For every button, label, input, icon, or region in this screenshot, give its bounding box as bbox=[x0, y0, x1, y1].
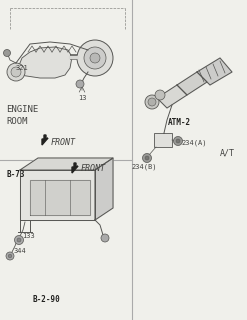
Text: 321: 321 bbox=[16, 65, 29, 71]
Polygon shape bbox=[177, 72, 207, 95]
Polygon shape bbox=[157, 85, 187, 108]
Text: ENGINE
ROOM: ENGINE ROOM bbox=[6, 105, 38, 126]
Circle shape bbox=[148, 98, 156, 106]
Polygon shape bbox=[18, 47, 72, 78]
Circle shape bbox=[84, 47, 106, 69]
Polygon shape bbox=[72, 163, 78, 173]
Circle shape bbox=[90, 53, 100, 63]
Text: 133: 133 bbox=[22, 233, 35, 239]
Circle shape bbox=[7, 63, 25, 81]
Text: FRONT: FRONT bbox=[51, 138, 76, 147]
Circle shape bbox=[145, 95, 159, 109]
Circle shape bbox=[3, 50, 11, 57]
Circle shape bbox=[155, 90, 165, 100]
Circle shape bbox=[17, 238, 21, 242]
Circle shape bbox=[77, 40, 113, 76]
Circle shape bbox=[176, 139, 180, 143]
Text: B-73: B-73 bbox=[6, 170, 24, 179]
Circle shape bbox=[11, 67, 21, 77]
Polygon shape bbox=[197, 58, 232, 85]
Polygon shape bbox=[20, 158, 113, 170]
Circle shape bbox=[101, 234, 109, 242]
Text: 234(B): 234(B) bbox=[131, 163, 157, 170]
Text: A/T: A/T bbox=[220, 148, 235, 157]
Polygon shape bbox=[30, 180, 90, 215]
Circle shape bbox=[15, 236, 23, 244]
Text: FRONT: FRONT bbox=[81, 164, 106, 173]
Circle shape bbox=[6, 252, 14, 260]
Circle shape bbox=[8, 254, 12, 258]
Text: B-2-90: B-2-90 bbox=[32, 295, 60, 304]
Circle shape bbox=[173, 137, 183, 146]
Circle shape bbox=[145, 156, 149, 160]
Text: 344: 344 bbox=[14, 248, 27, 254]
Text: 13: 13 bbox=[78, 95, 86, 101]
Circle shape bbox=[143, 154, 151, 163]
Bar bbox=[154, 133, 172, 147]
Polygon shape bbox=[95, 158, 113, 220]
Circle shape bbox=[76, 80, 84, 88]
Text: 234(A): 234(A) bbox=[181, 139, 206, 146]
Text: ATM-2: ATM-2 bbox=[168, 118, 191, 127]
Polygon shape bbox=[20, 170, 95, 220]
Polygon shape bbox=[42, 135, 48, 145]
